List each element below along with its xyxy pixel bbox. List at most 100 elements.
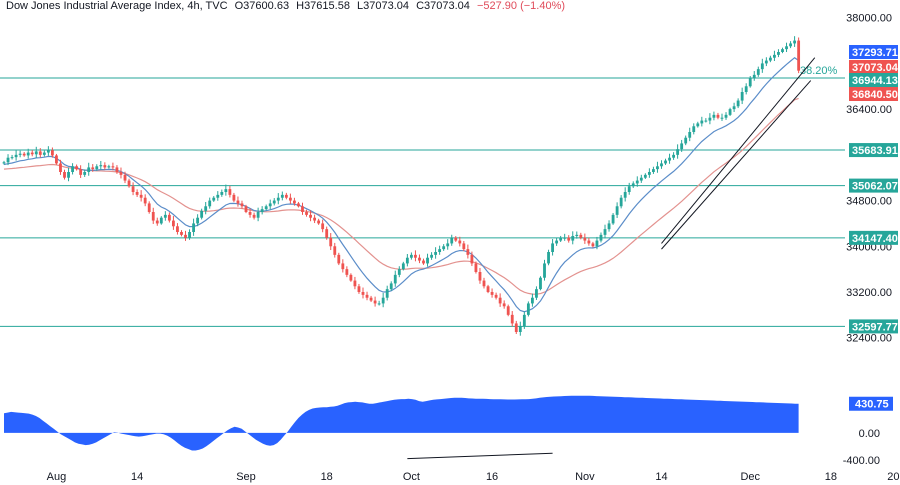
candle-body [458, 240, 462, 244]
candle-body [732, 106, 736, 110]
candle-body [587, 240, 591, 244]
ema-slow-path [3, 97, 799, 295]
candle-body [357, 286, 361, 292]
candle-body [724, 114, 728, 118]
candle-body [50, 150, 54, 156]
candle-body [401, 263, 405, 270]
candle-body [442, 246, 446, 250]
candle-body [196, 217, 200, 224]
candle-body [502, 303, 506, 307]
candle-body [405, 257, 409, 264]
candle-body [692, 126, 696, 132]
candle-body [712, 114, 716, 118]
candle-body [264, 206, 268, 210]
price-badge-label: 36840.50 [852, 89, 898, 101]
candle-body [607, 223, 611, 230]
candle-body [188, 232, 191, 238]
candle-body [736, 100, 740, 107]
candle-body [514, 323, 518, 332]
candle-body [716, 114, 720, 118]
price-badge [849, 45, 898, 59]
candle-body [317, 220, 321, 224]
candle-body [652, 169, 655, 172]
candle-body [381, 297, 385, 304]
candle-body [454, 237, 458, 241]
candle-body [510, 314, 514, 324]
candle-body [708, 117, 712, 121]
ohlc-low: L37073.04 [357, 0, 410, 12]
candle-body [38, 151, 42, 155]
price-tick-label: 34800.00 [846, 196, 892, 208]
candle-body [720, 117, 724, 119]
level-badge [849, 143, 898, 158]
candle-body [272, 200, 276, 204]
candle-body [414, 254, 417, 258]
candle-body [268, 203, 272, 207]
candle-body [26, 152, 30, 156]
candle-body [591, 243, 595, 247]
candle-body [321, 223, 325, 230]
candle-body [256, 212, 260, 218]
price-badge-label: 37073.04 [852, 62, 899, 74]
candle-body [631, 183, 635, 187]
candle-body [643, 174, 647, 178]
candle-body [139, 194, 143, 198]
candle-body [595, 240, 599, 247]
price-badge-label: 37293.71 [852, 47, 898, 59]
oscillator-divergence-line [407, 452, 553, 460]
candle-body [212, 197, 216, 201]
oscillator-tick-label: -400.00 [843, 455, 880, 467]
candle-body [668, 157, 671, 161]
candle-body [30, 152, 34, 155]
horizontal-levels: 38.20% [0, 65, 845, 327]
time-tick-label: 18 [825, 471, 837, 483]
candle-body [583, 237, 587, 241]
time-axis: Aug 14 Sep 18 Oct 16 Nov 14 Dec 18 2024 [47, 471, 900, 483]
candle-body [313, 217, 317, 221]
candle-body [482, 280, 486, 287]
candle-body [397, 269, 401, 275]
candle-body [744, 86, 748, 92]
candle-body [656, 166, 659, 170]
time-tick-label: 16 [486, 471, 498, 483]
candle-body [478, 272, 482, 281]
candle-body [288, 197, 292, 201]
time-tick-label: 18 [321, 471, 333, 483]
candle-body [768, 57, 772, 61]
trendline-upper [661, 57, 816, 244]
candle-body [777, 52, 780, 55]
candle-body [95, 166, 99, 170]
candle-body [752, 74, 756, 78]
level-badge [849, 319, 898, 334]
candle-body [486, 286, 490, 292]
level-badge-label: 34147.40 [852, 233, 898, 245]
price-tick-label: 32400.00 [846, 333, 892, 345]
candle-body [696, 123, 700, 127]
candle-body [297, 203, 300, 207]
chart-header: Dow Jones Industrial Average Index, 4h, … [6, 0, 569, 12]
oscillator-badge-label: 430.75 [855, 399, 889, 411]
candle-body [337, 254, 341, 264]
candle-body [797, 40, 801, 71]
candle-body [208, 200, 212, 207]
candle-body [619, 197, 623, 207]
candle-body [728, 109, 732, 115]
price-tick-label: 36400.00 [846, 104, 892, 116]
candle-body [526, 303, 530, 315]
price-axis: 38000.0036400.0034800.0034000.0033200.00… [843, 13, 892, 467]
candle-body [236, 200, 240, 204]
candle-body [6, 157, 10, 163]
candle-body [635, 180, 639, 184]
candle-body [353, 280, 357, 287]
candle-body [228, 189, 232, 195]
candle-body [79, 169, 83, 175]
candle-body [147, 203, 151, 212]
candle-body [756, 69, 760, 75]
candle-body [2, 162, 6, 164]
oscillator-tick-label: 0.00 [859, 428, 880, 440]
candle-body [309, 214, 312, 218]
candle-body [615, 206, 619, 215]
candle-body [200, 210, 204, 218]
